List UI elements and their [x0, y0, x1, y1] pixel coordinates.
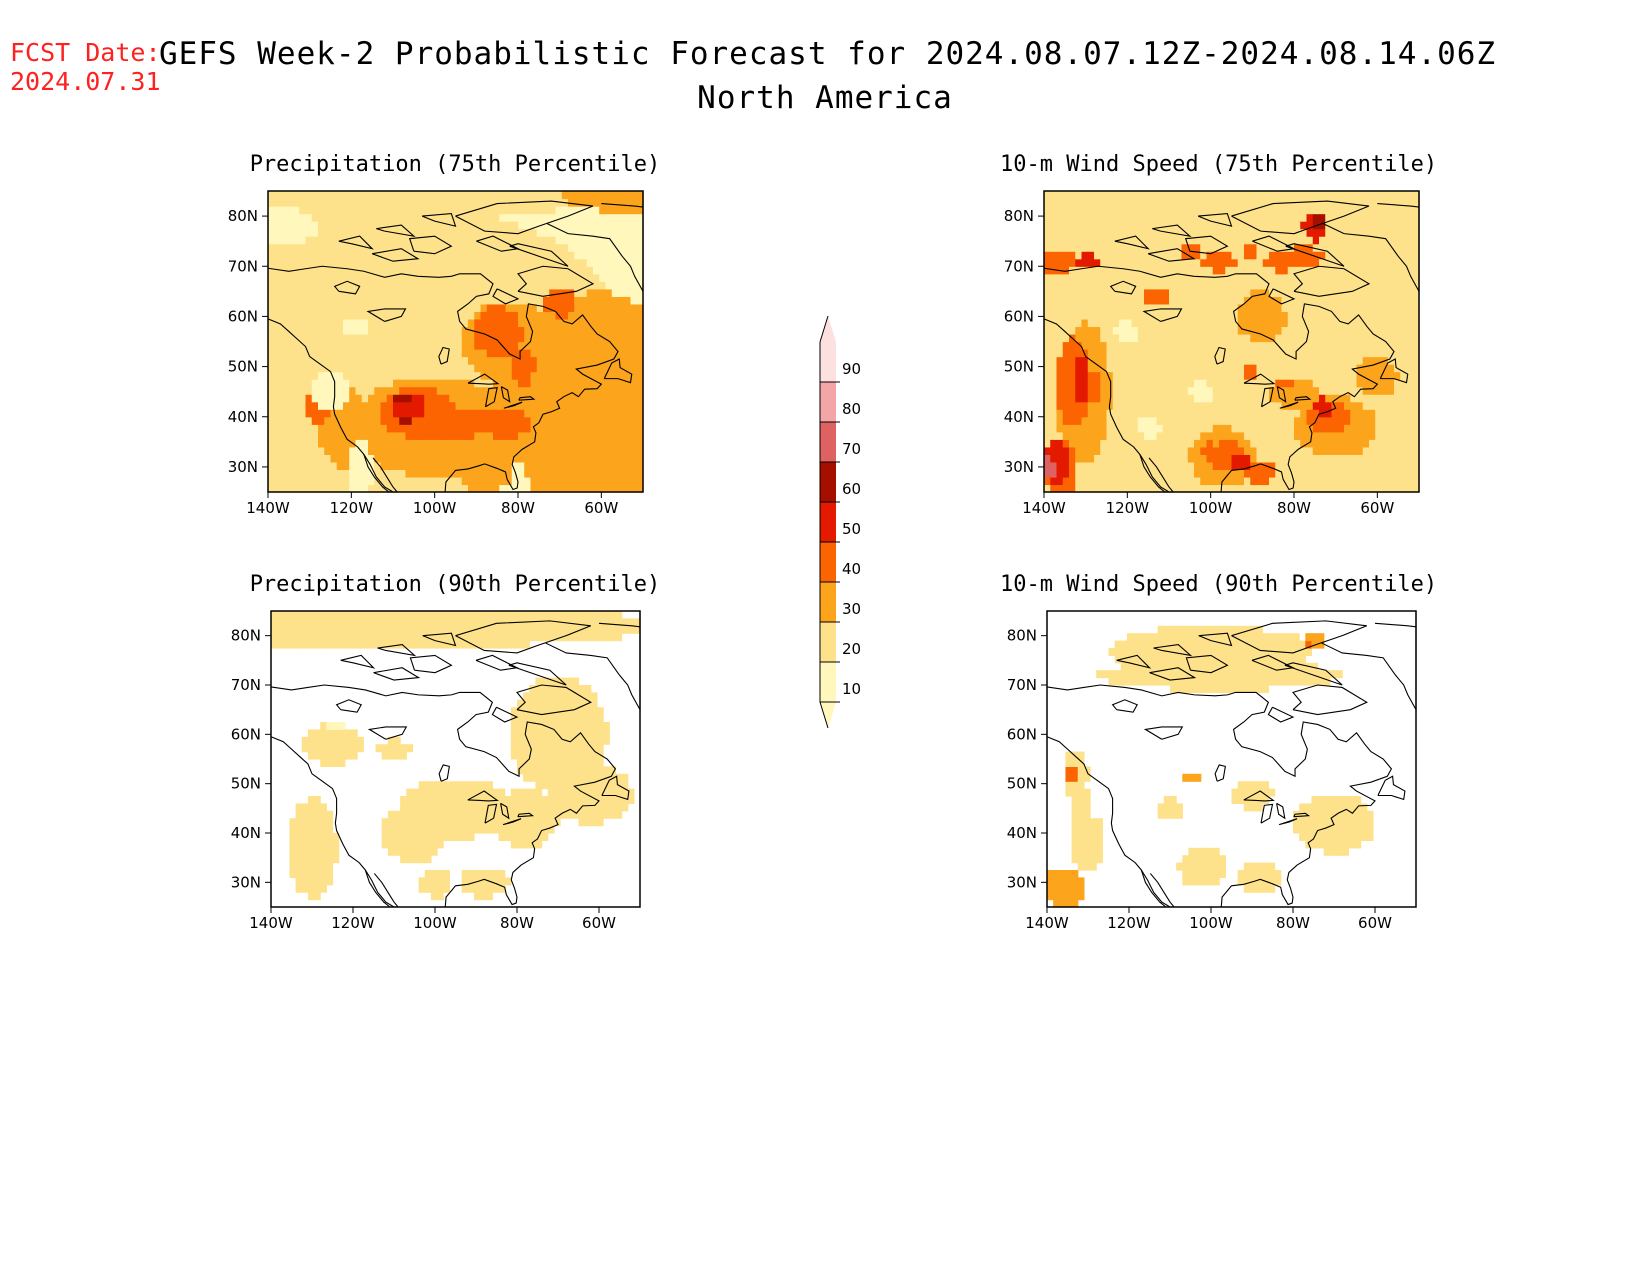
colorbar-label: 10: [842, 680, 861, 698]
colorbar-bin: [820, 382, 836, 422]
lon-tick-label: 100W: [1189, 914, 1233, 932]
lon-tick-label: 140W: [1022, 499, 1066, 517]
lat-tick-label: 80N: [1004, 207, 1034, 225]
lat-tick-label: 60N: [1004, 307, 1034, 325]
lat-tick-label: 30N: [1007, 873, 1037, 891]
lat-tick-label: 30N: [228, 458, 258, 476]
map-frame: [270, 610, 641, 908]
forecast-date-label: FCST Date: 2024.07.31: [10, 38, 161, 96]
lat-tick-label: 60N: [228, 307, 258, 325]
probability-field: [1047, 625, 1374, 908]
lon-tick-label: 120W: [330, 499, 374, 517]
lon-tick-label: 120W: [1107, 914, 1151, 932]
panel-title-precip-90: Precipitation (90th Percentile): [249, 572, 661, 597]
lon-tick-label: 80W: [1276, 914, 1310, 932]
lon-tick-label: 100W: [1189, 499, 1233, 517]
lon-tick-label: 80W: [1277, 499, 1311, 517]
colorbar-bottom-tip: [820, 702, 836, 728]
lat-tick-label: 80N: [231, 627, 261, 645]
coastlines: [270, 611, 641, 908]
colorbar-bin: [820, 622, 836, 662]
coastlines: [267, 191, 644, 493]
lat-tick-label: 40N: [1004, 408, 1034, 426]
coastlines: [1043, 191, 1420, 493]
lat-tick-label: 70N: [231, 676, 261, 694]
lat-tick-label: 60N: [231, 725, 261, 743]
lat-tick-label: 80N: [228, 207, 258, 225]
lon-tick-label: 100W: [413, 499, 457, 517]
colorbar-bin: [820, 542, 836, 582]
title-line-1: GEFS Week-2 Probabilistic Forecast for 2…: [158, 36, 1497, 72]
lon-tick-label: 120W: [1106, 499, 1150, 517]
coastlines: [1046, 611, 1417, 908]
map-wind-90: 80N 70N 60N 50N 40N 30N 140W 120W 100W 80W 60W: [1007, 610, 1417, 932]
lon-tick-label: 60W: [1358, 914, 1392, 932]
lon-tick-label: 140W: [1025, 914, 1069, 932]
lon-tick-label: 140W: [249, 914, 293, 932]
colorbar-label: 80: [842, 400, 861, 418]
lon-tick-label: 120W: [331, 914, 375, 932]
colorbar-top-tip: [820, 316, 836, 342]
colorbar-bin: [820, 502, 836, 542]
colorbar-bin: [820, 342, 836, 382]
lon-tick-label: 100W: [413, 914, 457, 932]
map-precip-90: 80N 70N 60N 50N 40N 30N 140W 120W 100W 80W 60W: [231, 610, 641, 932]
colorbar-label: 50: [842, 520, 861, 538]
probability-field: [1044, 191, 1420, 493]
panel-title-wind-90: 10-m Wind Speed (90th Percentile): [1000, 572, 1438, 597]
lat-tick-label: 70N: [1007, 676, 1037, 694]
colorbar-label: 20: [842, 640, 861, 658]
figure-title: GEFS Week-2 Probabilistic Forecast for 2…: [0, 32, 1650, 120]
probability-field: [268, 191, 644, 493]
fcst-label: FCST Date:: [10, 38, 161, 67]
colorbar-label: 60: [842, 480, 861, 498]
lat-tick-label: 70N: [1004, 257, 1034, 275]
colorbar-bin: [820, 462, 836, 502]
title-line-2: North America: [697, 80, 953, 116]
colorbar-label: 30: [842, 600, 861, 618]
map-precip-75: 80N 70N 60N 50N 40N 30N 140W 120W 100W 80W 60W: [228, 190, 644, 517]
map-frame: [267, 190, 644, 493]
lat-tick-label: 50N: [1004, 358, 1034, 376]
lat-tick-label: 50N: [1007, 775, 1037, 793]
lat-tick-label: 40N: [228, 408, 258, 426]
panel-title-precip-75: Precipitation (75th Percentile): [249, 152, 661, 177]
lon-tick-label: 80W: [500, 914, 534, 932]
colorbar-label: 90: [842, 360, 861, 378]
lat-tick-label: 40N: [1007, 824, 1037, 842]
fcst-date: 2024.07.31: [10, 67, 161, 96]
lon-tick-label: 140W: [246, 499, 290, 517]
colorbar: 10 20 30 40 50 60 70 80 90: [819, 315, 861, 729]
lat-tick-label: 50N: [228, 358, 258, 376]
lat-tick-label: 60N: [1007, 725, 1037, 743]
colorbar-label: 70: [842, 440, 861, 458]
colorbar-bin: [820, 582, 836, 622]
colorbar-bin: [820, 662, 836, 702]
lon-tick-label: 60W: [584, 499, 618, 517]
lat-tick-label: 80N: [1007, 627, 1037, 645]
lon-tick-label: 60W: [1360, 499, 1394, 517]
lat-tick-label: 70N: [228, 257, 258, 275]
lon-tick-label: 60W: [582, 914, 616, 932]
lat-tick-label: 50N: [231, 775, 261, 793]
map-frame: [1043, 190, 1420, 493]
lat-tick-label: 40N: [231, 824, 261, 842]
panel-title-wind-75: 10-m Wind Speed (75th Percentile): [1000, 152, 1438, 177]
lon-tick-label: 80W: [501, 499, 535, 517]
map-frame: [1046, 610, 1417, 908]
colorbar-label: 40: [842, 560, 861, 578]
lat-tick-label: 30N: [1004, 458, 1034, 476]
colorbar-bin: [820, 422, 836, 462]
lat-tick-label: 30N: [231, 873, 261, 891]
map-wind-75: 80N 70N 60N 50N 40N 30N 140W 120W 100W 80W 60W: [1004, 190, 1420, 517]
